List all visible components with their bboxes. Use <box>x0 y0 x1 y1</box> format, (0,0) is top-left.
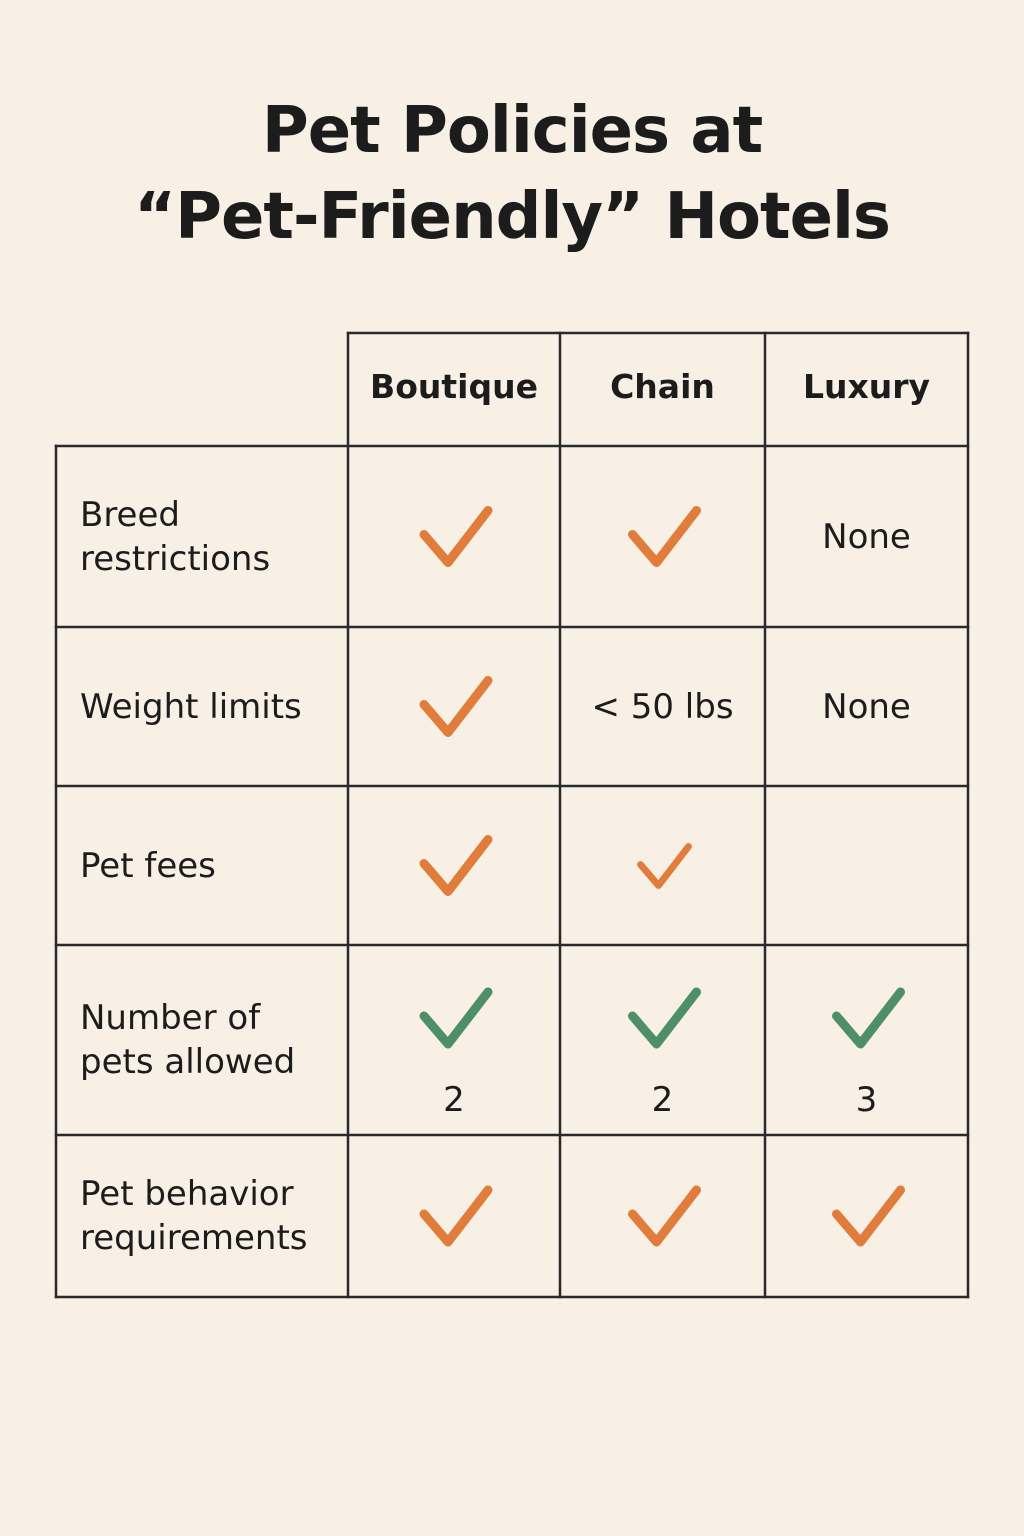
column-header-luxury: Luxury <box>802 366 931 406</box>
check-icon <box>419 835 493 896</box>
check-icon <box>419 987 493 1049</box>
cell-value-1-1: < 50 lbs <box>591 686 734 727</box>
cell-count-3-2: 3 <box>855 1080 878 1120</box>
check-icon <box>419 1185 493 1247</box>
cell-value-1-2: None <box>822 686 911 727</box>
cell-count-3-0: 2 <box>443 1080 465 1120</box>
row-label-0: Breed restrictions <box>80 494 271 579</box>
chart-title: Pet Policies at “Pet-Friendly” Hotels <box>0 88 1024 260</box>
check-icon <box>419 506 493 567</box>
check-icon <box>419 676 493 737</box>
check-icon <box>832 1185 905 1247</box>
column-header-boutique: Boutique <box>370 366 538 406</box>
cell-value-0-2: None <box>822 516 911 557</box>
check-icon <box>628 1185 701 1247</box>
check-icon <box>628 506 701 567</box>
chart-title-line-2: “Pet-Friendly” Hotels <box>134 180 891 254</box>
row-label-4: Pet behavior requirements <box>80 1174 308 1258</box>
column-header-chain: Chain <box>610 366 715 406</box>
cell-count-3-1: 2 <box>651 1080 674 1120</box>
row-label-3: Number of pets allowed <box>80 998 296 1082</box>
row-label-2: Pet fees <box>80 845 216 886</box>
check-icon <box>832 987 905 1049</box>
check-icon <box>628 987 701 1049</box>
row-label-1: Weight limits <box>80 686 302 727</box>
check-icon <box>637 843 692 889</box>
chart-title-line-1: Pet Policies at <box>261 94 763 168</box>
